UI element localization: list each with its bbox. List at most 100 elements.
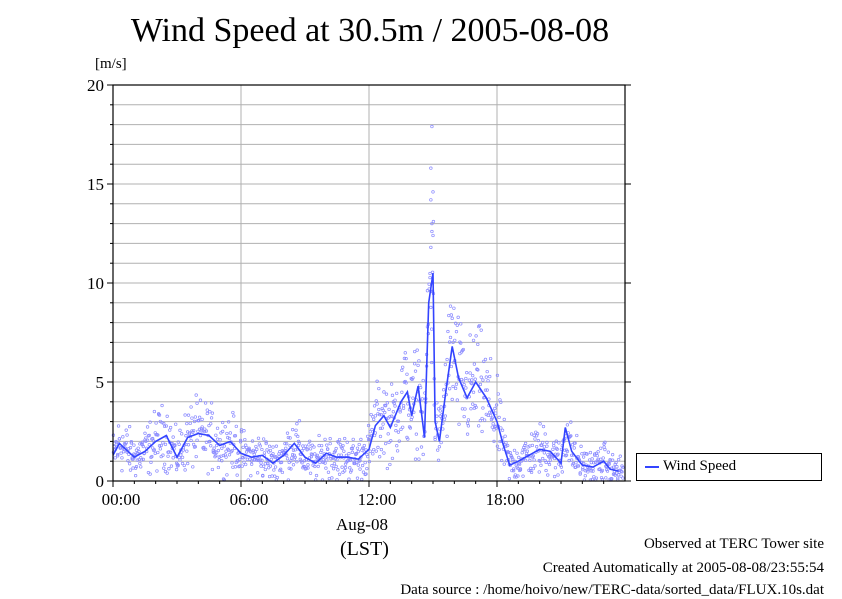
data-point <box>539 463 543 467</box>
data-point <box>372 404 377 408</box>
data-point <box>606 461 611 465</box>
data-point <box>190 416 194 420</box>
footer-observed: Observed at TERC Tower site <box>643 536 824 552</box>
data-point <box>459 341 463 345</box>
data-point <box>488 413 493 418</box>
data-point <box>310 443 314 447</box>
data-point <box>538 422 542 426</box>
data-point <box>162 462 167 466</box>
data-point <box>546 473 550 477</box>
data-point <box>340 465 344 469</box>
data-point <box>476 342 480 346</box>
data-point <box>259 461 263 465</box>
data-point <box>480 416 484 421</box>
data-point <box>152 448 157 452</box>
data-point <box>215 437 220 441</box>
data-point <box>611 465 616 469</box>
data-point <box>323 437 327 442</box>
data-point <box>193 445 197 449</box>
data-point <box>355 446 360 450</box>
data-point <box>406 437 410 441</box>
data-point <box>543 432 547 436</box>
data-point <box>620 470 624 474</box>
data-point <box>385 401 389 405</box>
data-point <box>205 408 209 412</box>
data-point <box>438 409 442 413</box>
data-point <box>162 421 166 426</box>
data-point <box>254 444 258 449</box>
data-point <box>174 422 178 426</box>
data-point <box>583 474 587 478</box>
data-point <box>610 477 614 481</box>
data-point <box>323 461 327 465</box>
data-point <box>128 446 133 450</box>
data-point <box>607 462 611 466</box>
data-point <box>363 460 367 465</box>
data-point <box>521 474 525 478</box>
data-point <box>345 440 349 444</box>
data-point <box>294 428 298 432</box>
data-point <box>544 468 548 473</box>
data-point <box>388 415 392 419</box>
data-point <box>186 461 190 466</box>
data-point <box>401 406 406 410</box>
data-point <box>356 463 360 467</box>
data-point <box>127 424 132 429</box>
data-point <box>260 447 264 452</box>
data-point <box>493 406 497 411</box>
data-point <box>598 467 602 471</box>
data-point <box>485 369 489 374</box>
data-point <box>203 429 207 434</box>
data-point <box>308 447 313 451</box>
data-point <box>337 441 341 445</box>
data-point <box>413 362 417 366</box>
data-point <box>268 448 273 453</box>
data-point <box>157 413 162 417</box>
data-point <box>212 446 216 450</box>
data-point <box>351 437 355 442</box>
data-point <box>392 401 396 405</box>
data-point <box>465 432 470 436</box>
data-point <box>394 423 398 428</box>
data-point <box>393 398 397 402</box>
data-point <box>117 437 122 441</box>
data-point <box>368 449 372 453</box>
data-point <box>419 445 424 449</box>
data-point <box>592 461 596 465</box>
data-point <box>375 379 379 383</box>
data-point <box>289 459 293 463</box>
data-point <box>553 466 558 470</box>
data-point <box>517 462 522 466</box>
data-point <box>453 321 458 325</box>
data-point <box>316 464 320 469</box>
data-point <box>512 448 517 453</box>
data-point <box>516 474 520 478</box>
data-point <box>360 477 364 482</box>
data-point <box>595 459 599 463</box>
data-point <box>213 450 217 454</box>
data-point <box>579 444 583 448</box>
data-point <box>454 382 459 386</box>
data-point <box>448 304 453 308</box>
data-point <box>377 407 381 412</box>
data-point <box>555 447 559 451</box>
data-point <box>351 444 355 448</box>
data-point <box>286 435 291 440</box>
data-point <box>166 454 170 458</box>
data-point <box>395 444 399 448</box>
data-point <box>565 449 570 454</box>
data-point <box>220 446 224 450</box>
data-point <box>581 455 586 459</box>
data-point <box>120 469 124 473</box>
data-point <box>508 451 512 455</box>
data-point <box>407 413 411 417</box>
data-point <box>334 446 338 451</box>
data-point <box>430 327 434 331</box>
data-point <box>183 468 187 472</box>
data-point <box>463 407 467 411</box>
data-point <box>551 447 555 451</box>
data-point <box>578 472 582 476</box>
data-point <box>225 431 229 436</box>
data-point <box>371 452 375 456</box>
data-point <box>180 432 184 436</box>
